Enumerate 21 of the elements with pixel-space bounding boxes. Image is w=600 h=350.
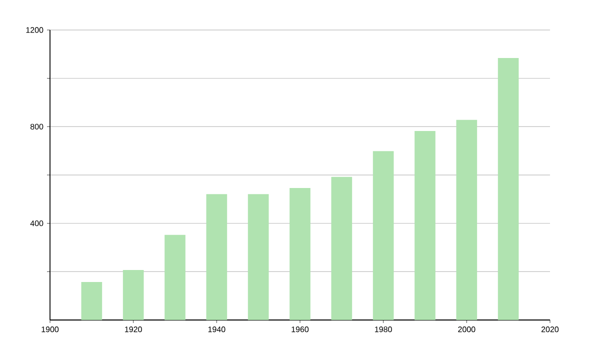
x-tick-label: 2000 — [458, 326, 476, 332]
x-tick-label: 1900 — [42, 326, 59, 332]
bar — [414, 131, 436, 320]
x-tick-label: 1980 — [375, 326, 392, 332]
bar — [290, 188, 310, 320]
y-tick-label: 400 — [30, 220, 44, 226]
bar — [498, 58, 519, 320]
bar — [456, 120, 478, 320]
bar — [122, 270, 144, 320]
bar — [164, 234, 186, 320]
y-tick-label: 1200 — [26, 27, 44, 33]
x-tick-label: 1920 — [125, 326, 142, 332]
bar — [372, 151, 394, 320]
bar — [331, 176, 352, 320]
bar — [248, 194, 269, 320]
x-tick-label: 1940 — [208, 326, 226, 332]
y-tick-label: 800 — [30, 124, 44, 130]
bar — [206, 194, 228, 320]
x-tick-label: 2020 — [542, 326, 559, 332]
x-tick-label: 1960 — [292, 326, 309, 332]
bar — [81, 282, 102, 320]
